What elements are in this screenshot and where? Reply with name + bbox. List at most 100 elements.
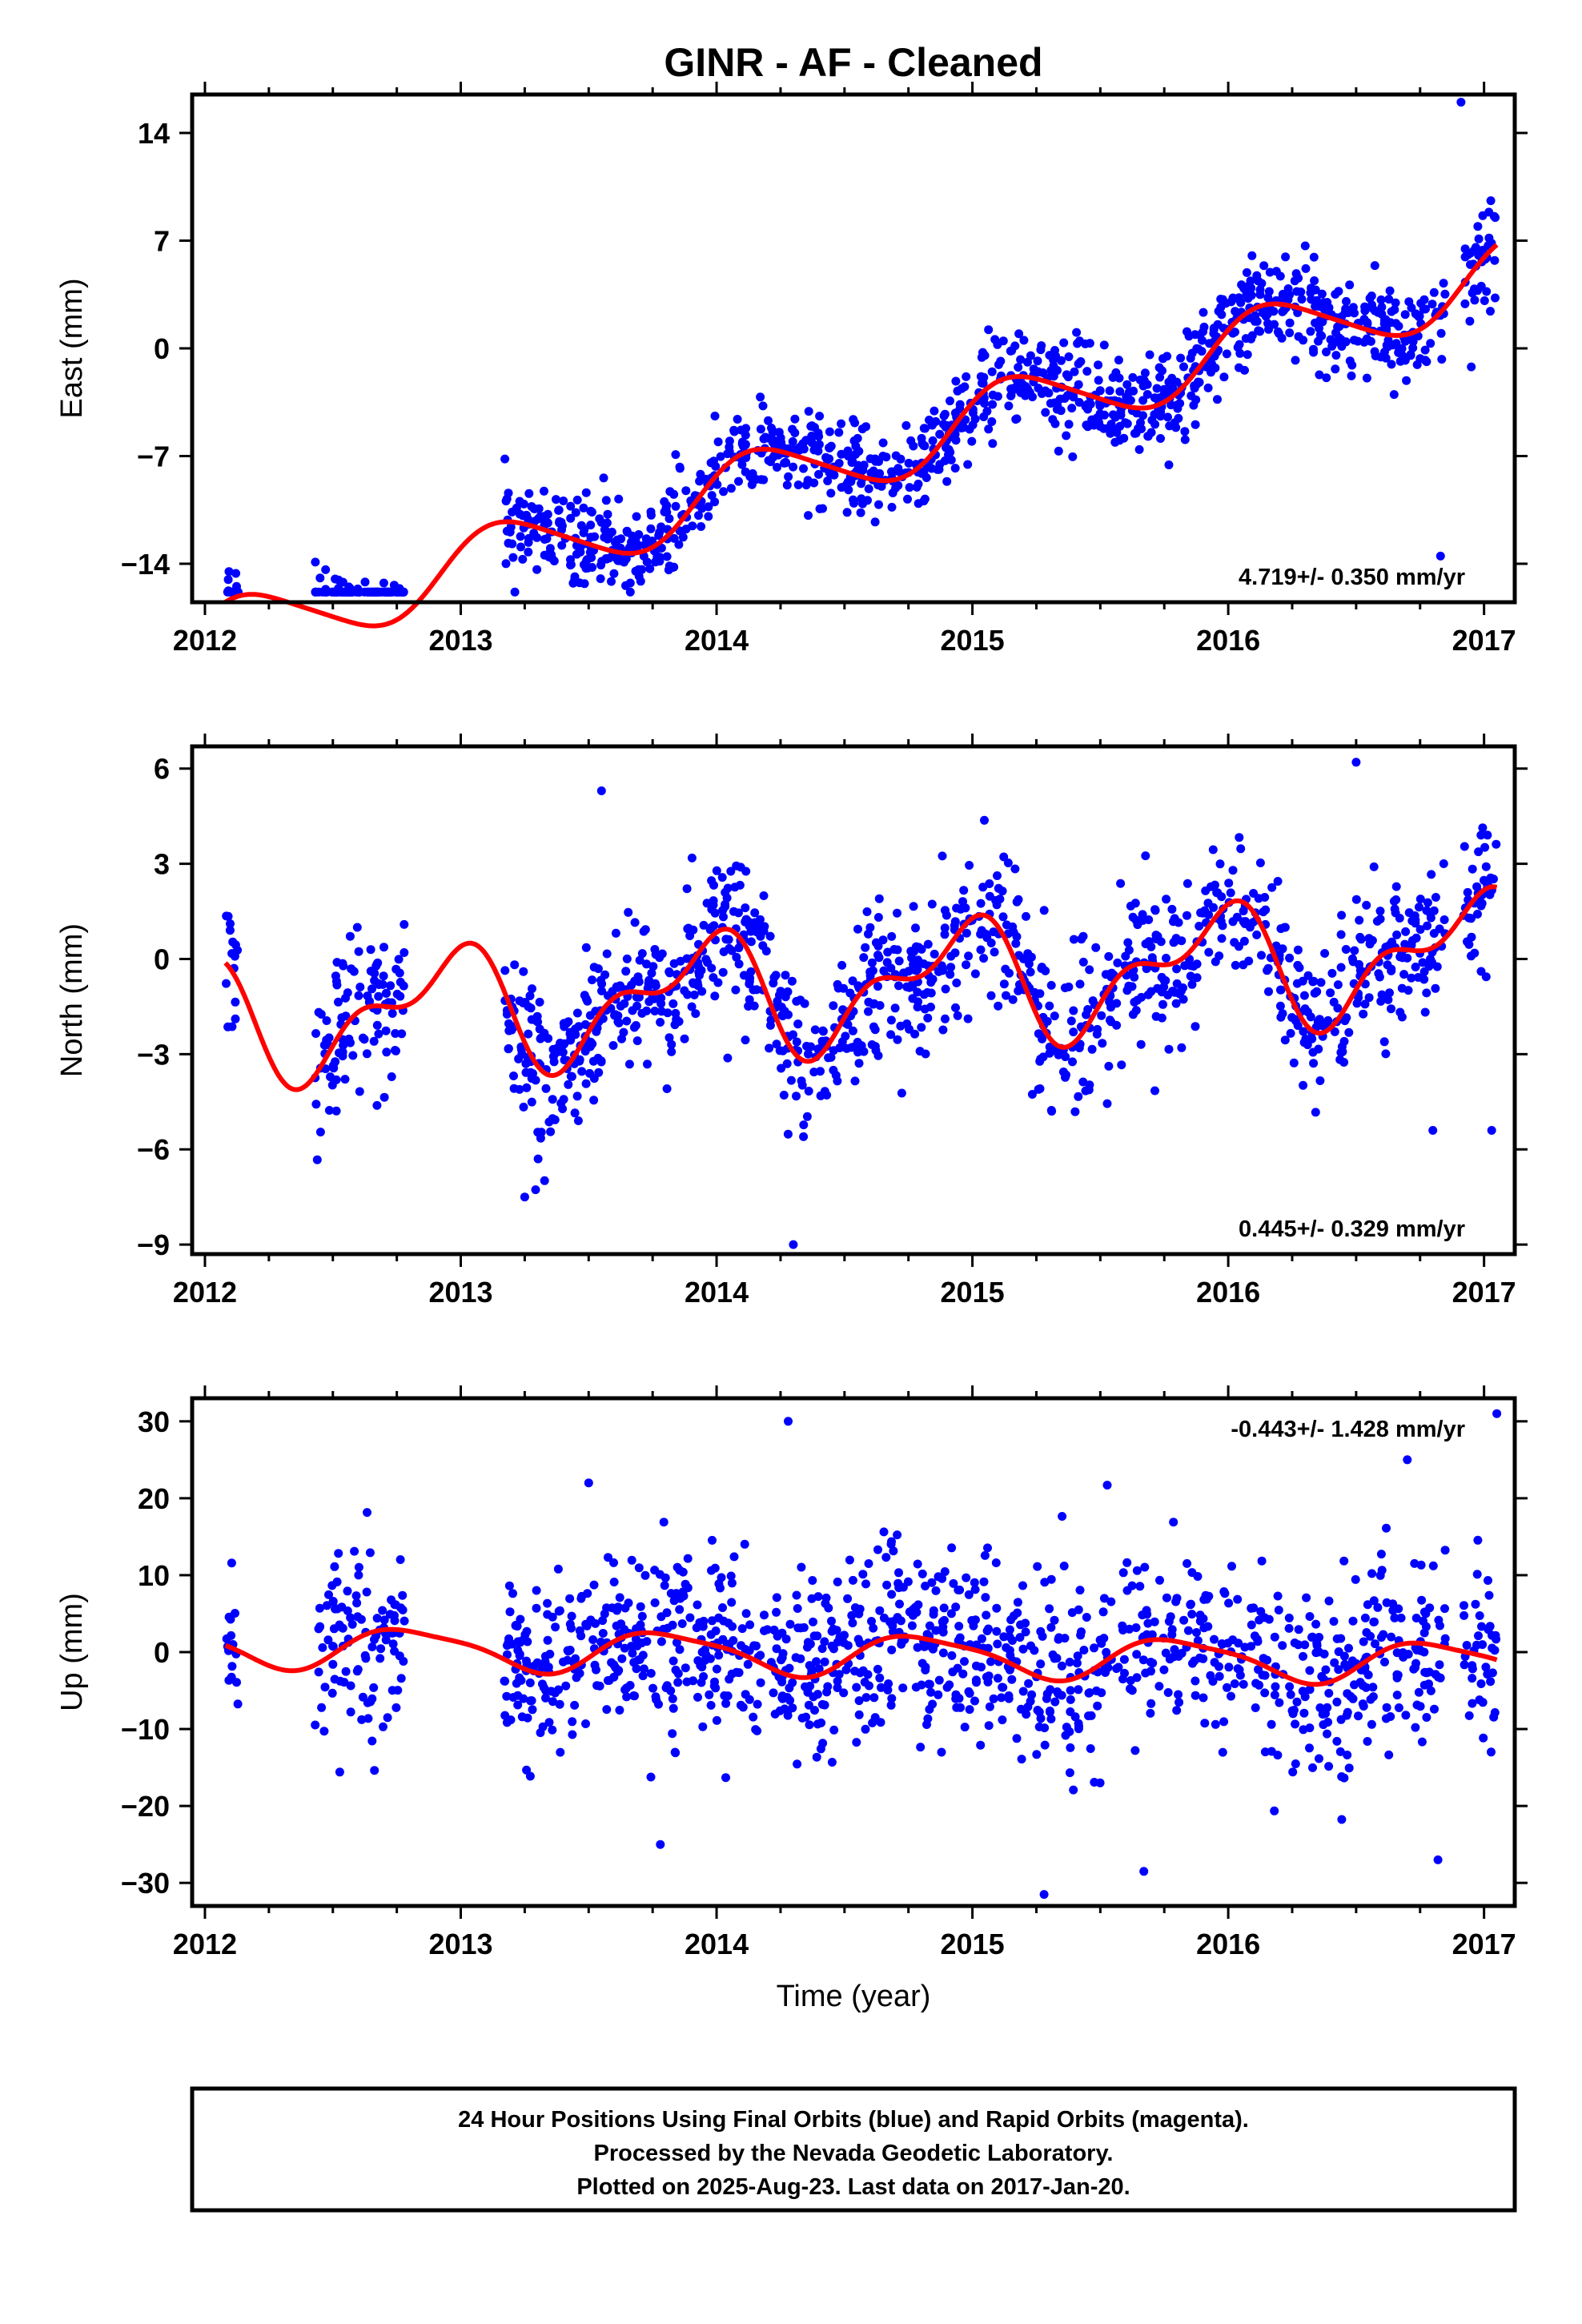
data-point — [634, 565, 644, 574]
data-point — [518, 554, 528, 564]
data-point — [681, 1663, 690, 1673]
data-point — [512, 1622, 522, 1631]
data-point — [354, 1570, 363, 1580]
data-point — [543, 1598, 552, 1608]
data-point — [1408, 344, 1418, 352]
data-point — [504, 1019, 513, 1028]
data-point — [322, 1016, 331, 1025]
data-point — [671, 501, 681, 511]
y-tick-label: 0 — [154, 332, 170, 365]
data-point — [347, 964, 356, 974]
data-point — [765, 1043, 774, 1053]
data-point — [1270, 1632, 1279, 1642]
data-point — [622, 526, 632, 536]
data-point — [322, 587, 331, 597]
data-point — [1387, 360, 1396, 369]
data-point — [1260, 1671, 1270, 1680]
data-point — [1321, 1709, 1330, 1719]
data-point — [672, 1589, 681, 1598]
data-point — [1133, 995, 1142, 1005]
x-tick-label: 2013 — [428, 1928, 492, 1960]
data-point — [387, 1072, 396, 1081]
data-point — [1415, 312, 1424, 321]
data-point — [984, 325, 994, 335]
data-point — [320, 1683, 330, 1692]
data-point — [1211, 1719, 1220, 1729]
data-point — [845, 988, 855, 998]
data-point — [821, 1598, 830, 1608]
data-point — [826, 489, 836, 498]
data-point — [1397, 344, 1407, 353]
data-point — [768, 437, 777, 447]
data-point — [695, 971, 704, 980]
data-point — [1075, 1586, 1085, 1595]
data-point — [1303, 1040, 1312, 1050]
data-point — [602, 1705, 612, 1715]
data-point — [646, 524, 656, 533]
data-point — [631, 1634, 640, 1644]
data-point — [1036, 1659, 1046, 1669]
data-point — [1126, 1684, 1134, 1694]
data-point — [1419, 1628, 1429, 1638]
data-point — [760, 1610, 769, 1620]
data-point — [1003, 858, 1013, 867]
data-point — [979, 412, 989, 421]
data-point — [1227, 1691, 1235, 1701]
data-point — [896, 454, 905, 464]
data-point — [826, 1052, 836, 1062]
data-point — [1420, 1667, 1430, 1677]
data-point — [665, 1033, 674, 1043]
data-point — [516, 532, 525, 541]
data-point — [1114, 373, 1124, 383]
data-point — [1146, 942, 1156, 951]
data-point — [1141, 851, 1150, 861]
data-point — [899, 968, 909, 978]
data-point — [1199, 308, 1208, 317]
data-point — [1360, 1613, 1370, 1622]
data-point — [1009, 1611, 1018, 1621]
data-point — [642, 959, 651, 969]
data-point — [1292, 1697, 1302, 1707]
data-point — [1235, 363, 1243, 372]
data-point — [1257, 951, 1266, 960]
data-point — [1177, 936, 1186, 946]
data-point — [1251, 1703, 1260, 1712]
data-point — [985, 1702, 994, 1711]
data-point — [343, 1586, 352, 1596]
data-point — [1478, 823, 1488, 833]
data-point — [581, 488, 591, 497]
data-point — [848, 1618, 857, 1628]
data-point — [1480, 875, 1488, 885]
data-point — [1154, 1682, 1164, 1691]
data-point — [736, 1700, 745, 1710]
data-point — [324, 1590, 333, 1599]
data-point — [508, 553, 518, 562]
data-point — [596, 975, 605, 985]
data-point — [1061, 1052, 1070, 1062]
data-point — [601, 496, 611, 505]
data-point — [785, 1663, 794, 1673]
data-point — [1169, 1652, 1178, 1662]
data-point — [874, 500, 883, 509]
data-point — [1329, 1617, 1339, 1626]
data-point — [792, 1590, 801, 1600]
data-point — [639, 927, 648, 936]
data-point — [400, 1616, 409, 1626]
data-point — [756, 1678, 765, 1687]
data-point — [1468, 864, 1477, 874]
data-point — [1407, 936, 1417, 945]
data-point — [504, 1638, 513, 1647]
data-point — [589, 1096, 599, 1105]
data-point — [1407, 973, 1416, 983]
data-point — [708, 1535, 717, 1545]
data-point — [372, 1614, 382, 1623]
data-point — [1180, 435, 1190, 444]
data-point — [1260, 1613, 1269, 1622]
data-point — [894, 981, 903, 991]
data-point — [1002, 991, 1010, 1000]
data-point — [817, 1036, 827, 1046]
data-point — [864, 1559, 873, 1568]
data-point — [905, 483, 914, 493]
data-point — [1011, 939, 1021, 948]
data-point — [693, 1692, 702, 1702]
